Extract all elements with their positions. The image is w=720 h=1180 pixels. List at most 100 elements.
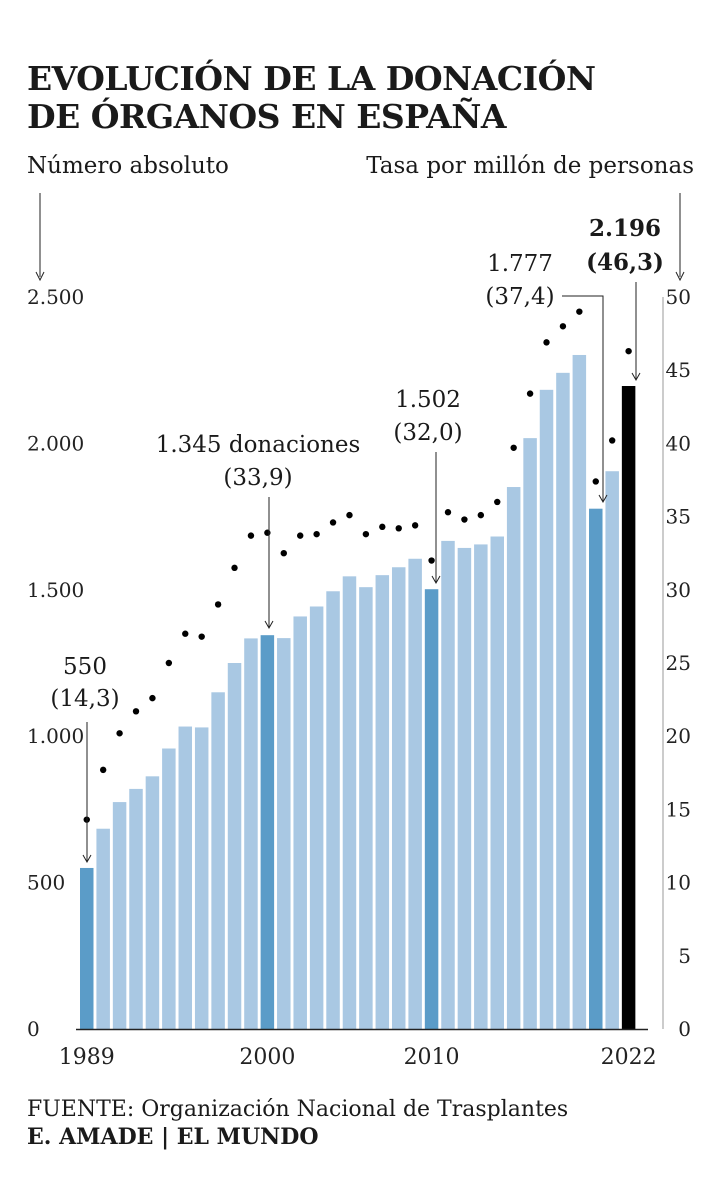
- rate-dot-2002: [297, 532, 304, 539]
- rate-dot-2019: [576, 308, 583, 315]
- rate-dot-2006: [362, 530, 370, 538]
- rate-dot-2005: [346, 511, 353, 519]
- bar-2020: [589, 508, 603, 1029]
- rate-dot-2000: [264, 529, 271, 536]
- bar-2018: [556, 372, 570, 1029]
- annotation-leader-2020: [562, 295, 604, 502]
- x-axis-tick-label: 1989: [59, 1045, 115, 1070]
- annotation-rate-2010: (32,0): [393, 420, 462, 446]
- rate-dot-1998: [231, 564, 238, 572]
- rate-dot-2021: [608, 437, 616, 444]
- rate-dot-1990: [99, 766, 107, 774]
- right-axis-tick-label: 30: [666, 578, 691, 602]
- chart-title-line-1: EVOLUCIÓN DE LA DONACIÓN: [27, 59, 596, 98]
- rate-dot-1997: [214, 601, 222, 608]
- left-axis-tick-label: 0: [27, 1017, 40, 1041]
- bar-1998: [227, 663, 242, 1029]
- right-axis-tick-label: 5: [678, 944, 691, 968]
- bar-2012: [457, 547, 472, 1029]
- rate-dot-2018: [559, 323, 567, 330]
- annotation-rate-2022: (46,3): [586, 249, 664, 276]
- annotation-label-1989: 550: [63, 654, 107, 680]
- rate-dot-2004: [329, 519, 337, 526]
- bar-1994: [162, 748, 176, 1029]
- annotation-rate-2020: (37,4): [485, 284, 554, 310]
- rate-dot-1991: [116, 730, 123, 737]
- rate-dot-2012: [461, 516, 468, 523]
- annotation-arrowhead-2022: [631, 372, 641, 382]
- x-axis-tick-label: 2000: [239, 1045, 295, 1070]
- bar-1997: [211, 692, 225, 1029]
- bar-2008: [391, 567, 406, 1029]
- right-axis-tick-label: 10: [666, 871, 691, 895]
- right-axis-tick-label: 20: [666, 724, 691, 748]
- author-credit: E. AMADE | EL MUNDO: [27, 1124, 319, 1150]
- rate-dot-1996: [198, 633, 205, 640]
- rate-dot-2014: [494, 498, 501, 506]
- annotation-arrowhead-1989: [82, 854, 92, 864]
- rate-dot-1999: [247, 532, 255, 539]
- source-note: FUENTE: Organización Nacional de Traspla…: [27, 1097, 569, 1122]
- bar-2006: [359, 587, 373, 1029]
- rate-dot-2022: [625, 347, 632, 355]
- bar-2017: [539, 389, 554, 1029]
- left-axis-tick-label: 1.000: [27, 724, 84, 748]
- rate-dot-2008: [395, 525, 402, 532]
- annotation-label-2022: 2.196: [589, 215, 661, 242]
- bar-2016: [523, 438, 537, 1029]
- right-axis-tick-label: 15: [666, 797, 691, 821]
- x-axis-tick-label: 2022: [601, 1045, 657, 1070]
- right-axis-tick-label: 40: [666, 431, 691, 455]
- rate-dot-2001: [280, 550, 287, 557]
- bar-2022: [621, 386, 636, 1029]
- rate-dot-2009: [411, 522, 419, 529]
- right-axis-tick-label: 0: [678, 1017, 691, 1041]
- annotation-rate-2000: (33,9): [223, 465, 292, 491]
- annotation-label-2010: 1.502: [395, 387, 461, 413]
- right-axis-tick-label: 45: [666, 358, 691, 382]
- annotation-label-2020: 1.777: [487, 251, 553, 277]
- chart-title-line-2: DE ÓRGANOS EN ESPAÑA: [27, 97, 507, 136]
- rate-dot-2013: [477, 511, 485, 519]
- rate-dot-2003: [313, 530, 320, 538]
- rate-dot-2007: [379, 523, 386, 531]
- bar-1995: [178, 726, 193, 1029]
- rate-dot-2010: [428, 557, 435, 564]
- left-axis-tick-label: 500: [27, 871, 65, 895]
- bar-2013: [474, 544, 488, 1029]
- left-axis-tick-label: 2.000: [27, 431, 84, 455]
- annotation-arrowhead-2010: [431, 575, 441, 585]
- bar-2005: [342, 576, 357, 1029]
- bar-2000: [260, 635, 275, 1029]
- right-axis-title: Tasa por millón de personas: [366, 153, 694, 179]
- annotation-rate-1989: (14,3): [50, 686, 119, 712]
- left-axis-title: Número absoluto: [27, 153, 229, 179]
- annotation-arrowhead-2000: [264, 620, 274, 630]
- bar-1990: [96, 828, 110, 1029]
- rate-dot-2011: [444, 509, 452, 516]
- bar-2019: [572, 354, 587, 1030]
- right-axis-pointer-head: [675, 271, 685, 282]
- left-axis-tick-label: 2.500: [27, 285, 84, 309]
- annotation-arrowhead-2020: [598, 494, 608, 504]
- rate-dot-1995: [182, 630, 189, 637]
- x-axis-tick-label: 2010: [404, 1045, 460, 1070]
- bar-1999: [244, 638, 258, 1029]
- bar-1996: [194, 727, 209, 1029]
- rate-dot-2020: [592, 478, 599, 485]
- bar-2010: [424, 589, 439, 1029]
- rate-dot-1992: [132, 708, 140, 715]
- chart-area: 0 500 1.000 1.500 2.000 2.500 0 5 10 15 20 25 30 35 40…: [27, 193, 691, 1070]
- bar-2011: [441, 540, 455, 1029]
- rate-dot-2017: [543, 339, 550, 346]
- bar-1993: [145, 776, 160, 1029]
- right-axis-tick-label: 50: [666, 285, 691, 309]
- bar-1989: [80, 867, 94, 1029]
- bar-1992: [129, 788, 143, 1029]
- bar-2004: [326, 591, 340, 1029]
- annotation-label-2000: 1.345 donaciones: [156, 432, 361, 458]
- rate-dot-1994: [165, 659, 173, 667]
- left-axis-pointer-head: [35, 271, 45, 282]
- rate-dot-2015: [510, 444, 517, 451]
- bar-2009: [408, 558, 422, 1029]
